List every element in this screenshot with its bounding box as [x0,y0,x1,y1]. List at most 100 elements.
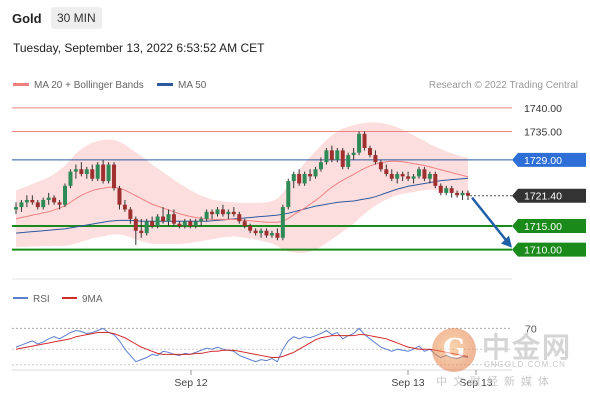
candle-body [41,200,46,208]
candle-body [275,233,280,238]
candle-body [79,169,84,174]
watermark-name: 中金网 [482,331,573,364]
candle-body [286,181,291,208]
candle-body [427,174,432,179]
x-tick-label: Sep 13 [459,377,492,389]
rsi-ma9-line [15,332,469,359]
candle-body [139,230,144,234]
candle-body [30,200,35,203]
level-label-support: 1715.00 [524,221,562,233]
level-label-last: 1721.40 [524,191,562,203]
candle-body [411,176,416,179]
candle-body [269,233,274,236]
candle-body [155,216,160,226]
ma50-swatch [157,82,173,86]
candle-body [35,202,40,208]
candle-body [182,221,187,226]
candle-body [128,209,133,219]
candle-body [117,188,122,205]
candle-body [422,169,427,179]
candle-body [291,174,296,182]
candle-body [215,209,220,215]
legend-ma50-label: MA 50 [178,80,207,91]
candle-body [68,171,73,186]
symbol-title: Gold [12,11,42,26]
candle-body [313,169,318,177]
level-tag-support [512,242,586,257]
candle-body [449,188,454,193]
candle-body [308,174,313,177]
level-label-resistance: 1735.00 [524,126,562,138]
ma20-swatch [13,82,29,86]
candle-body [248,226,253,231]
candle-body [19,202,24,208]
watermark-subtitle: 中文财经新媒体 [436,375,555,388]
rsi-line [15,327,469,363]
candle-body [438,185,443,193]
candle-body [329,150,334,160]
candle-body [73,169,78,172]
ma9-legend-label: 9MA [82,294,103,305]
candle-body [133,218,138,231]
watermark-logo-char: G [443,334,466,364]
candle-body [193,221,198,226]
candle-body [14,207,18,210]
candle-body [122,204,127,210]
candle-body [335,150,340,160]
candle-body [242,221,247,226]
candle-body [416,169,421,177]
candle-body [302,174,307,184]
candle-body [406,176,411,179]
bollinger-band [16,122,468,253]
candle-body [357,133,362,153]
candle-body [264,230,269,236]
x-tick-label: Sep 12 [174,377,207,389]
candle-body [150,221,155,226]
candle-body [24,200,29,203]
candle-body [220,209,225,215]
candle-body [259,230,264,234]
level-label-pivot: 1729.00 [524,155,562,167]
x-tick-label: Sep 13 [391,377,424,389]
candles-group [14,131,470,245]
ma50-line [15,177,469,234]
candle-body [237,214,242,222]
candle-body [231,211,236,215]
candle-body [433,174,438,186]
watermark-url: CNGOLD.COM.CN [484,360,566,369]
candle-body [63,185,68,205]
candle-body [460,192,465,196]
candle-body [400,174,405,177]
candle-body [161,216,166,222]
candle-body [210,211,215,215]
legend-ma20: MA 20 + Bollinger Bands [13,80,144,91]
candle-body [112,164,117,189]
candle-body [106,164,111,182]
candle-body [318,162,323,170]
research-credit: Research © 2022 Trading Central [428,80,578,91]
candle-body [46,197,51,200]
candle-body [297,174,302,184]
level-tag-last [512,188,586,203]
candle-body [52,197,57,203]
candle-body [378,162,383,170]
candle-body [367,148,372,156]
candle-body [188,221,193,226]
forecast-arrow-shaft [471,196,509,244]
candle-body [466,192,470,196]
rsi-level-70-label: 70 [525,323,537,335]
candle-body [253,230,258,234]
candle-body [57,202,62,205]
candle-body [351,152,356,156]
candle-body [324,150,329,163]
level-tag-pivot [512,152,586,167]
level-tag-support [512,219,586,233]
candle-body [384,169,389,174]
candle-body [389,174,394,179]
timeframe-badge[interactable]: 30 MIN [51,7,102,29]
chart-header: Gold 30 MIN [0,0,590,38]
forecast-arrow-head [501,235,512,248]
candle-body [226,211,231,215]
candle-body [362,133,367,148]
